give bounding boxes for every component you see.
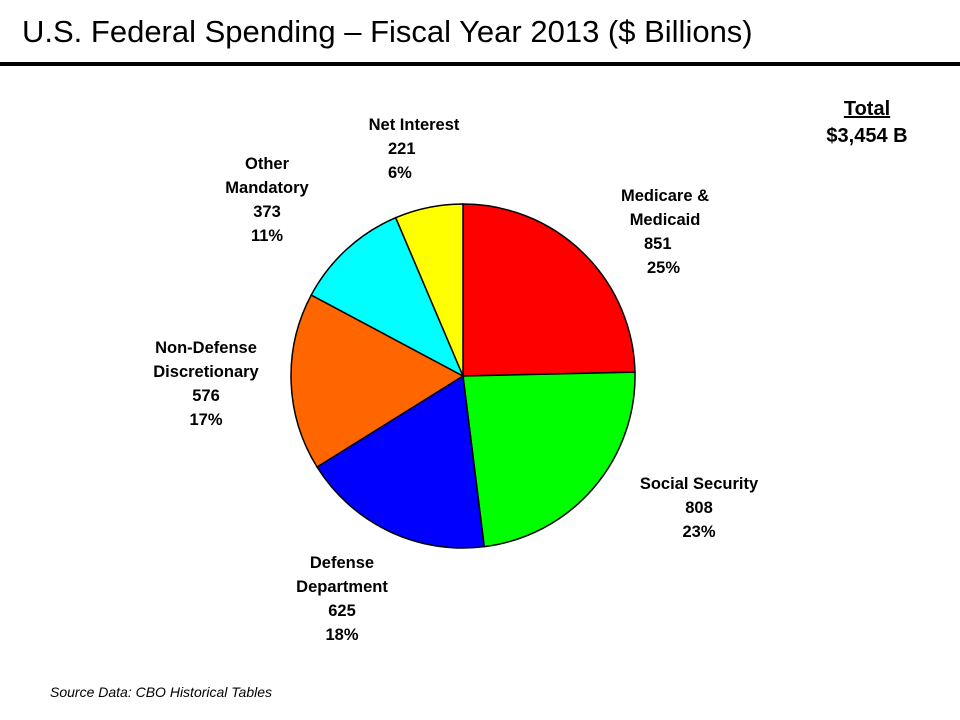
label-non-defense-discretionary: Non-Defense Discretionary 576 17% — [138, 336, 274, 432]
label-social-security-value: 808 — [685, 499, 713, 517]
label-medicare-line1: Medicare & — [620, 187, 710, 205]
pie-slice-non-defense-discretionary — [290, 293, 465, 469]
pie-slices — [290, 203, 636, 549]
label-social-security: Social Security 808 23% — [624, 472, 774, 544]
pie-slice-other-mandatory — [310, 216, 465, 378]
label-defense-value: 625 — [328, 602, 356, 620]
label-medicare-medicaid: Medicare & Medicaid 851 25% — [600, 184, 730, 280]
title-divider — [0, 62, 960, 66]
label-non-defense-line1: Non-Defense — [155, 339, 257, 357]
label-net-interest: Net Interest 221 6% — [352, 113, 476, 185]
total-heading: Total — [843, 98, 891, 120]
pie-slice-social-security — [462, 371, 636, 548]
label-medicare-percent: 25% — [647, 259, 681, 277]
label-other-mandatory-line1: Other — [244, 155, 289, 173]
label-other-mandatory: Other Mandatory 373 11% — [212, 152, 322, 248]
label-medicare-line2: Medicaid — [629, 211, 701, 229]
label-defense-line1: Defense — [309, 554, 375, 572]
pie-slice-defense-department — [316, 374, 486, 549]
label-net-interest-percent: 6% — [388, 164, 412, 182]
pie-slice-net-interest — [394, 203, 464, 377]
label-non-defense-percent: 17% — [189, 411, 223, 429]
page-title: U.S. Federal Spending – Fiscal Year 2013… — [22, 14, 753, 49]
total-box: Total $3,454 B — [800, 96, 934, 150]
label-social-security-line1: Social Security — [639, 475, 759, 493]
source-note: Source Data: CBO Historical Tables — [50, 684, 273, 700]
total-value: $3,454 B — [826, 125, 908, 147]
pie-slice-medicare-medicaid — [462, 203, 636, 377]
label-social-security-percent: 23% — [682, 523, 716, 541]
label-other-mandatory-line2: Mandatory — [225, 179, 309, 197]
label-defense-percent: 18% — [325, 626, 359, 644]
label-defense-line2: Department — [296, 578, 388, 596]
label-net-interest-line1: Net Interest — [368, 116, 460, 134]
label-non-defense-value: 576 — [192, 387, 220, 405]
label-other-mandatory-percent: 11% — [250, 227, 284, 245]
label-non-defense-line2: Discretionary — [153, 363, 259, 381]
label-net-interest-value: 221 — [388, 140, 416, 158]
label-other-mandatory-value: 373 — [253, 203, 281, 221]
label-medicare-value: 851 — [644, 235, 672, 253]
label-defense-department: Defense Department 625 18% — [280, 551, 404, 647]
